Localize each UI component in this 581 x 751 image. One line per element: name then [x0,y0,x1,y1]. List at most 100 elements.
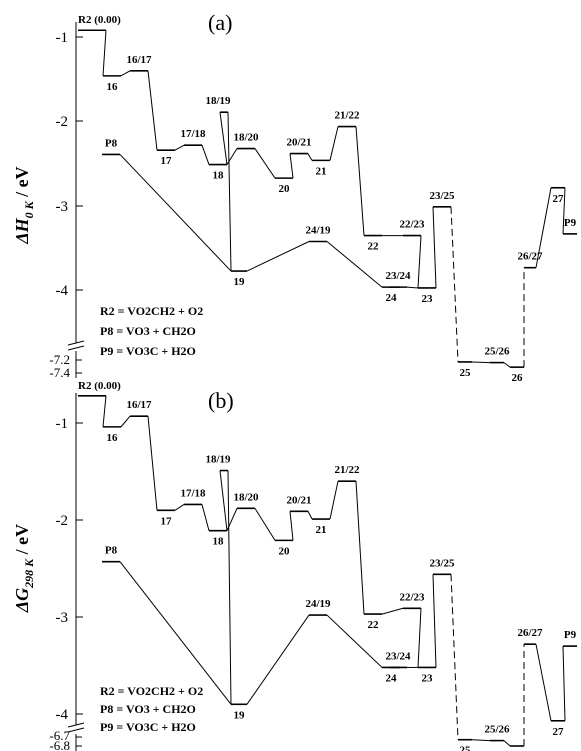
panel-a-level-label-p9: P9 [564,217,577,229]
panel-b-connector-25-26-to-26 [503,740,511,747]
panel-b-connector-16-to-16-17 [120,415,131,428]
panel-b-connector-p8-to-19 [119,561,232,705]
panel-b-connector-17-to-17-18 [174,504,185,511]
panel-a-level-label-23-25: 23/25 [429,190,455,202]
panel-a-connector-16-to-16-17 [120,70,131,77]
panel-b-level-label-22: 22 [368,619,380,631]
panel-a-level-label-27: 27 [553,193,565,205]
panel-a-tick-label: -7.4 [49,365,70,380]
panel-b-level-label-20: 20 [279,545,291,557]
panel-b-level-label-p8: P8 [105,545,118,557]
panel-a-connector-r2-0-00-to-16 [102,30,107,76]
panel-a-level-label-16-17: 16/17 [126,54,152,66]
panel-b-level-label-23-24: 23/24 [385,650,411,662]
panel-a-connector-21-to-21-22 [329,126,339,161]
panel-a-level-label-23: 23 [422,293,434,305]
panel-a-tick-label: -2 [56,114,69,130]
panel-b-connector-24-19-to-24 [326,614,383,668]
panel-a-connector-19-to-24-19 [246,241,310,272]
panel-b-connector-25-to-25-26 [471,739,491,742]
panel-b-level-label-16-17: 16/17 [126,399,152,411]
panel-b-level-label-18-19: 18/19 [205,454,231,466]
panel-a-level-label-24: 24 [386,292,398,304]
panel-b-level-label-23: 23 [422,672,434,684]
panel-b-connectors [102,395,566,747]
panel-a-level-label-25: 25 [460,367,472,379]
panel-b-connector-21-to-21-22 [329,481,339,520]
panel-a-connector-25-26-to-26 [503,362,511,368]
panel-b-tick-label: -4 [56,707,69,723]
panel-a-ylabel-var: H [12,217,32,233]
panel-b-level-label-27: 27 [553,726,565,738]
panel-a-connector-26-27-to-27 [535,187,552,268]
panel-b-ylabel-delta: Δ [12,601,32,613]
panel-b-level-label-r2-0-00: R2 (0.00) [78,380,121,392]
panel-a-connector-20-to-20-21 [289,153,294,179]
panel-a-level-label-21: 21 [316,165,327,177]
panel-b-tick-label: -6.8 [49,738,70,751]
panel-a-connector-25-to-25-26 [471,361,491,364]
panel-b-level-label-21: 21 [316,524,327,536]
panel-b-level-label-16: 16 [107,432,119,444]
panel-a-levels: R2 (0.00) 16 16/17 17 17/18 18 18/19 18/20 20 20/… [78,14,577,384]
panel-b-ylabel-sub: 298 K [22,558,36,589]
panel-b-level-label-25-26: 25/26 [484,724,510,736]
panel-b-connector-22-to-22-23 [381,607,404,615]
panel-a-axis-break-mark [67,340,85,351]
panel-a-tick-label: -7.2 [49,352,70,367]
panel-a-level-label-21-22: 21/22 [334,110,360,122]
panel-a-level-label-19: 19 [234,276,246,288]
panel-b-y-axis-title: ΔG298 K / eV [12,524,36,613]
panel-b-connector-20-21-to-21 [307,511,313,520]
panel-a-connector-24-19-to-24 [326,241,383,288]
panel-b-ylabel-var: G [12,588,32,601]
panel-b-level-label-22-23: 22/23 [399,591,425,603]
panel-a-connector-23-to-23-25 [432,206,437,288]
panel-a-level-label-18: 18 [213,170,225,182]
panel-a-tick-label: -3 [56,199,69,215]
panel-a-connector-18-to-18-20 [226,148,238,165]
panel-b-connector-18-19-to-19 [227,470,232,705]
panel-a-tick-label: -1 [56,30,69,46]
panel-b-level-label-24: 24 [386,672,398,684]
panel-b-gibbs-diagram: -1 -2 -3 -4 -6.7 -6.8 ΔG298 K / eV (b) R… [12,380,577,751]
panel-a-level-label-17-18: 17/18 [180,128,206,140]
panel-a-connectors [102,30,566,368]
panel-b-level-label-20-21: 20/21 [286,494,311,506]
panel-b-connector-18-to-18-20 [226,508,238,531]
panel-b-level-label-23-25: 23/25 [429,557,455,569]
panel-a-level-label-r2-0-00: R2 (0.00) [78,14,121,26]
panel-a-tick-label: -4 [56,283,69,299]
panel-b-ylabel-unit: / eV [12,524,32,559]
panel-a-connector-p8-to-19 [119,154,232,272]
panel-b-tick-label: -1 [56,416,69,432]
panel-a-connector-17-18-to-18 [201,144,210,165]
panel-b-legend-p8: P8 = VO3 + CH2O [100,702,196,716]
panel-b-levels: R2 (0.00) 16 16/17 17 17/18 18 18/19 18/20 20 20/… [78,380,577,751]
panel-a-level-label-18-19: 18/19 [205,95,231,107]
panel-b-connector-26-27-to-27 [535,644,552,721]
panel-b-connector-23-to-23-25 [432,574,437,668]
panel-b-legend-p9: P9 = VO3C + H2O [100,720,196,734]
panel-a-connector-21-22-to-22 [355,126,365,236]
panel-b-level-label-18: 18 [213,536,225,548]
panel-a-tag: (a) [208,10,232,35]
panel-a-level-label-17: 17 [161,155,173,167]
panel-b-level-label-26-27: 26/27 [517,627,543,639]
panel-a-legend-p9: P9 = VO3C + H2O [100,344,196,358]
panel-a-level-label-23-24: 23/24 [385,270,411,282]
panel-a-level-label-20-21: 20/21 [286,137,311,149]
panel-b-axis-break-mark [67,722,85,733]
panel-b-level-label-24-19: 24/19 [305,598,331,610]
panel-a-level-label-18-20: 18/20 [233,132,259,144]
panel-a-y-axis-title: ΔH0 K / eV [12,166,36,244]
panel-b-level-label-18-20: 18/20 [233,491,259,503]
panel-a-level-label-22: 22 [368,241,380,253]
panel-a-enthalpy-diagram: -1 -2 -3 -4 -7.2 -7.4 ΔH0 K / eV (a) R2 … [12,10,577,384]
panel-a-legend-r2: R2 = VO2CH2 + O2 [100,304,203,318]
panel-a-legend-p8: P8 = VO3 + CH2O [100,324,196,338]
panel-b-connector-21-22-to-22 [355,481,365,615]
panel-a-ylabel-sub: 0 K [22,200,36,218]
panel-b-tag: (b) [208,388,234,413]
